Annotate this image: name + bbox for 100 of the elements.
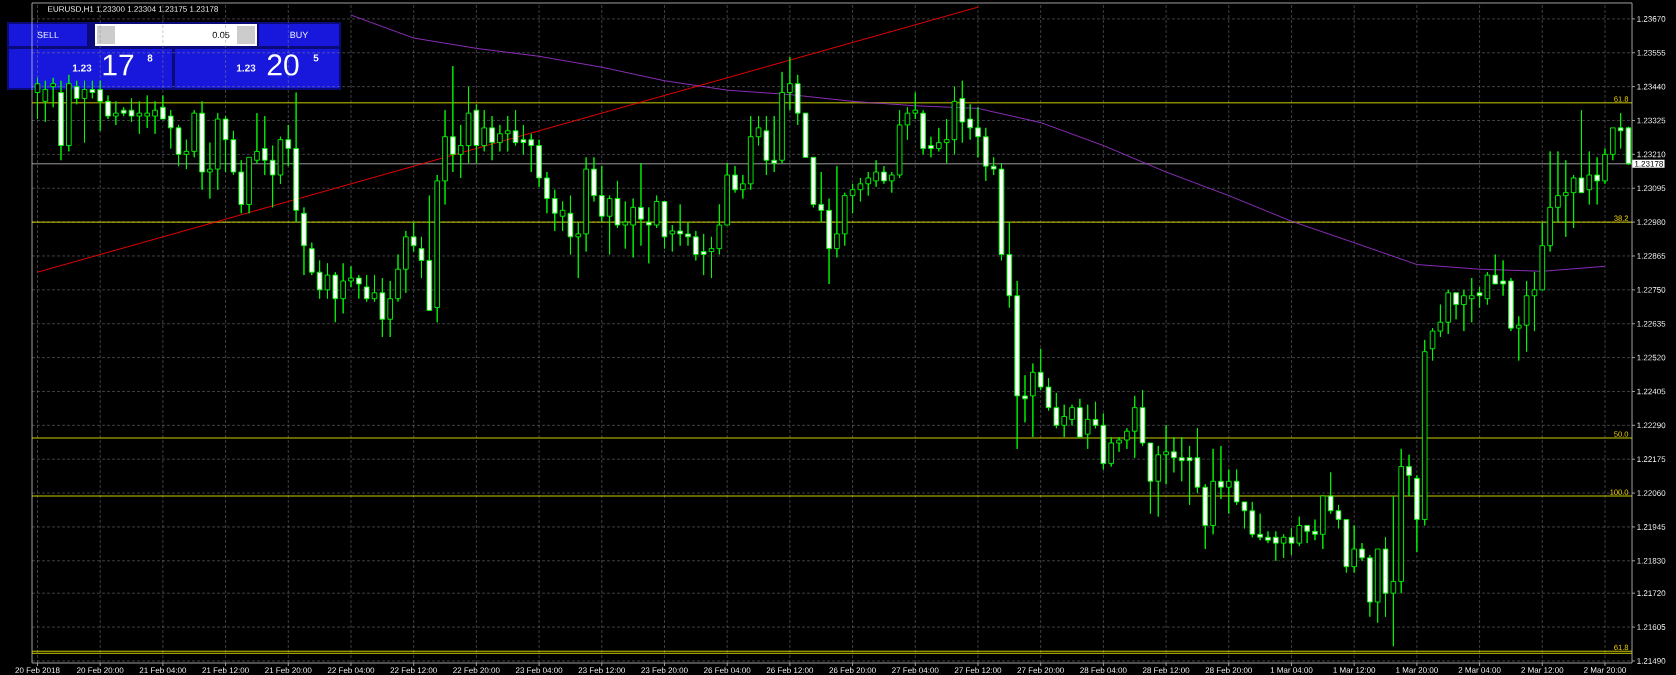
y-tick-label: 1.23440 bbox=[1637, 83, 1666, 90]
candlestick bbox=[1304, 525, 1310, 544]
y-tick-label: 1.23670 bbox=[1637, 16, 1666, 22]
candlestick bbox=[105, 95, 111, 120]
candlestick bbox=[1547, 150, 1553, 253]
x-tick-label: 22 Feb 12:00 bbox=[390, 667, 437, 674]
candlestick bbox=[309, 242, 315, 276]
candlestick bbox=[841, 192, 848, 247]
annotation: 1.23 bbox=[236, 64, 256, 72]
candlestick bbox=[160, 95, 166, 120]
candlestick bbox=[450, 65, 456, 173]
candlestick bbox=[622, 201, 629, 250]
candlestick bbox=[348, 265, 354, 288]
x-tick-label: 21 Feb 12:00 bbox=[202, 667, 249, 674]
y-tick-label: 1.22865 bbox=[1637, 253, 1666, 259]
candlestick bbox=[50, 77, 56, 108]
x-tick-label: 2 Mar 04:00 bbox=[1458, 667, 1501, 673]
candlestick bbox=[1468, 277, 1475, 323]
candlestick bbox=[1116, 436, 1122, 453]
candlestick bbox=[1265, 530, 1271, 544]
candlestick bbox=[113, 100, 119, 126]
candlestick bbox=[1084, 404, 1091, 450]
candlestick bbox=[583, 156, 589, 253]
candlestick bbox=[1037, 348, 1044, 391]
candlestick bbox=[536, 139, 542, 188]
ref-line-label: 1.23178 bbox=[1635, 160, 1663, 167]
x-tick-label: 2 Mar 20:00 bbox=[1584, 667, 1627, 673]
candlestick bbox=[881, 165, 887, 185]
candlestick bbox=[73, 80, 80, 105]
candlestick bbox=[1539, 221, 1546, 291]
candlestick bbox=[920, 109, 926, 155]
candlestick bbox=[794, 74, 801, 126]
candlestick bbox=[434, 174, 440, 323]
y-tick-label: 1.23210 bbox=[1637, 151, 1666, 158]
candlestick bbox=[528, 133, 535, 173]
candlestick bbox=[1249, 501, 1256, 538]
candlestick bbox=[167, 109, 174, 149]
annotation: SELL bbox=[37, 31, 59, 39]
line-series bbox=[350, 14, 1606, 272]
candlestick bbox=[959, 80, 966, 144]
candlestick bbox=[1406, 454, 1412, 497]
candlestick bbox=[1273, 530, 1279, 562]
candlestick bbox=[544, 171, 550, 214]
candlestick bbox=[677, 203, 683, 247]
candlestick bbox=[928, 136, 934, 158]
candlestick bbox=[1124, 427, 1130, 450]
candlestick bbox=[1594, 156, 1600, 205]
candlestick bbox=[1508, 277, 1514, 332]
candlestick bbox=[1257, 513, 1263, 541]
candlestick bbox=[1069, 404, 1075, 426]
candlestick bbox=[497, 124, 503, 152]
candlestick bbox=[1398, 448, 1405, 594]
y-tick-label: 1.23325 bbox=[1637, 117, 1666, 124]
candlestick bbox=[1359, 542, 1365, 562]
candlestick bbox=[1445, 289, 1452, 335]
y-tick-label: 1.21720 bbox=[1637, 590, 1666, 597]
candlestick bbox=[1610, 127, 1616, 161]
candlestick bbox=[975, 106, 981, 158]
candlestick bbox=[685, 221, 691, 247]
candlestick bbox=[1131, 395, 1138, 459]
candlestick bbox=[332, 271, 339, 323]
candlestick bbox=[42, 80, 49, 123]
x-tick-label: 22 Feb 20:00 bbox=[453, 667, 500, 674]
candlestick bbox=[700, 233, 707, 276]
candlestick bbox=[442, 109, 448, 205]
y-tick-label: 1.22635 bbox=[1637, 320, 1666, 327]
candlestick bbox=[1515, 315, 1522, 361]
candlestick bbox=[935, 127, 942, 152]
candlestick bbox=[1374, 548, 1381, 624]
candlestick bbox=[1421, 339, 1428, 526]
candlestick bbox=[387, 280, 393, 338]
candlestick bbox=[1492, 254, 1499, 285]
y-tick-label: 1.22405 bbox=[1637, 388, 1666, 395]
candlestick bbox=[873, 159, 879, 188]
y-tick-label: 1.21490 bbox=[1637, 658, 1666, 664]
candlestick bbox=[1022, 374, 1028, 423]
candlestick bbox=[826, 198, 832, 285]
candlestick bbox=[1312, 519, 1318, 541]
candlestick bbox=[489, 115, 495, 161]
x-tick-label: 26 Feb 20:00 bbox=[829, 667, 876, 674]
candlestick bbox=[1602, 148, 1608, 185]
candlestick bbox=[246, 156, 252, 214]
x-tick-label: 26 Feb 12:00 bbox=[766, 667, 814, 674]
candlestick bbox=[199, 100, 205, 191]
x-tick-label: 20 Feb 20:00 bbox=[77, 667, 124, 674]
candlestick bbox=[983, 127, 989, 182]
y-tick-label: 1.22750 bbox=[1637, 287, 1666, 293]
x-tick-label: 28 Feb 20:00 bbox=[1205, 667, 1253, 674]
annotation: BUY bbox=[290, 31, 309, 39]
candlestick bbox=[395, 254, 401, 303]
candlestick bbox=[1225, 469, 1232, 515]
y-tick-label: 1.23555 bbox=[1637, 49, 1666, 56]
x-tick-label: 23 Feb 04:00 bbox=[515, 667, 563, 674]
candlestick bbox=[1555, 150, 1561, 223]
candlestick bbox=[207, 142, 213, 199]
candlestick bbox=[58, 80, 64, 161]
candlestick bbox=[912, 92, 919, 120]
x-tick-label: 27 Feb 04:00 bbox=[892, 667, 939, 674]
x-tick-label: 23 Feb 20:00 bbox=[641, 667, 688, 674]
candlestick bbox=[1171, 436, 1177, 473]
